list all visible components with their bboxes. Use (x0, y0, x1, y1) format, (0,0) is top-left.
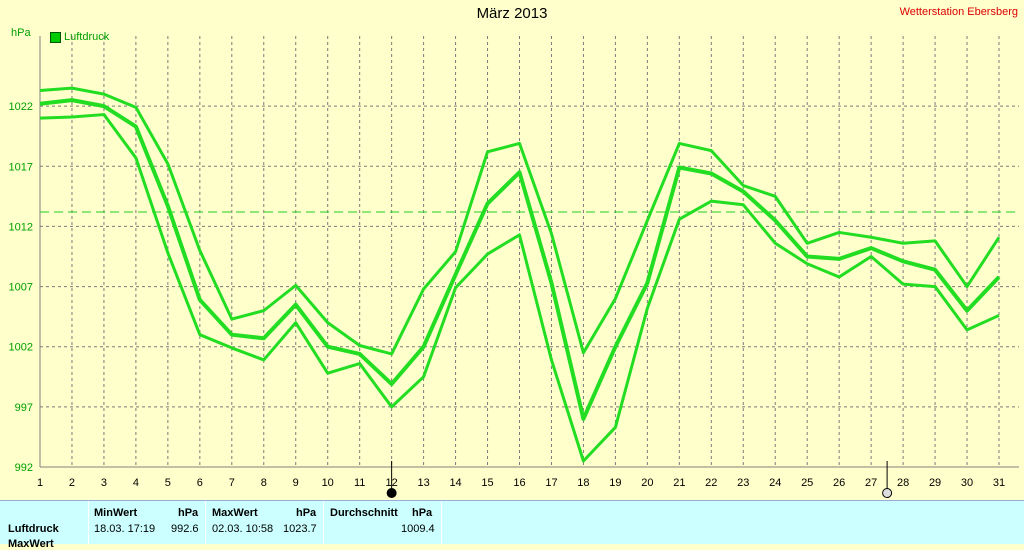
x-tick-label: 13 (417, 477, 429, 489)
legend: Luftdruck (50, 31, 109, 43)
x-tick-label: 10 (322, 477, 334, 489)
x-tick-label: 31 (993, 477, 1005, 489)
min-unit: hPa (178, 507, 199, 519)
x-tick-label: 16 (513, 477, 525, 489)
x-tick-label: 9 (293, 477, 299, 489)
y-tick-label: 1017 (9, 161, 33, 173)
x-tick-label: 24 (769, 477, 781, 489)
chart-title: März 2013 (476, 5, 548, 22)
x-tick-label: 14 (449, 477, 461, 489)
stats-panel: Luftdruck MaxWert MinWert hPa 18.03. 17:… (0, 500, 1024, 550)
avg-unit: hPa (412, 507, 433, 519)
stats-row-label: Luftdruck (8, 523, 59, 535)
y-axis-unit: hPa (11, 27, 31, 39)
min-value: 992.6 (171, 523, 199, 535)
avg-header: Durchschnitt (330, 507, 398, 519)
y-tick-label: 1007 (9, 282, 33, 294)
station-name: Wetterstation Ebersberg (899, 6, 1018, 18)
legend-swatch (50, 31, 61, 43)
avg-value: 1009.4 (401, 523, 435, 535)
x-tick-label: 8 (261, 477, 267, 489)
x-tick-label: 27 (865, 477, 877, 489)
series-line-max (39, 86, 1001, 356)
max-unit: hPa (296, 507, 317, 519)
legend-label: Luftdruck (64, 31, 110, 43)
y-tick-label: 992 (15, 462, 33, 474)
x-tick-label: 6 (197, 477, 203, 489)
x-tick-label: 28 (897, 477, 909, 489)
min-datetime: 18.03. 17:19 (94, 523, 156, 535)
y-tick-label: 997 (15, 402, 33, 414)
y-tick-label: 1012 (9, 221, 33, 233)
x-tick-label: 26 (833, 477, 845, 489)
x-tick-label: 20 (641, 477, 653, 489)
x-tick-label: 17 (545, 477, 557, 489)
x-tick-label: 2 (69, 477, 75, 489)
max-header: MaxWert (212, 507, 258, 519)
x-tick-label: 15 (481, 477, 493, 489)
x-tick-label: 23 (737, 477, 749, 489)
x-tick-label: 21 (673, 477, 685, 489)
pressure-chart: 1 2 3 4 5 6 7 8 9 10 11 12 13 14 15 16 17 18 19 20 21 22 23 24 2… (9, 36, 1019, 498)
stats-separator (205, 501, 206, 544)
new-moon-icon (386, 488, 397, 498)
series-line-mean (39, 98, 1001, 421)
x-tick-label: 5 (165, 477, 171, 489)
full-moon-icon (882, 488, 893, 498)
max-datetime: 02.03. 10:58 (212, 523, 274, 535)
x-tick-label: 11 (354, 477, 365, 489)
stats-separator (323, 501, 324, 544)
stats-row2-label: MaxWert (8, 538, 54, 550)
x-tick-label: 7 (229, 477, 235, 489)
x-tick-label: 19 (609, 477, 621, 489)
max-value: 1023.7 (283, 523, 317, 535)
stats-separator (441, 501, 442, 544)
x-tick-label: 18 (577, 477, 589, 489)
x-tick-label: 29 (929, 477, 941, 489)
x-tick-label: 30 (961, 477, 973, 489)
y-tick-label: 1002 (9, 342, 33, 354)
stats-separator (88, 501, 89, 544)
y-tick-label: 1022 (9, 101, 33, 113)
min-header: MinWert (94, 507, 138, 519)
x-tick-label: 1 (37, 477, 43, 489)
x-tick-label: 4 (133, 477, 139, 489)
x-tick-label: 25 (801, 477, 813, 489)
series-line-min (39, 113, 1000, 463)
x-tick-label: 3 (101, 477, 107, 489)
x-tick-label: 22 (705, 477, 717, 489)
